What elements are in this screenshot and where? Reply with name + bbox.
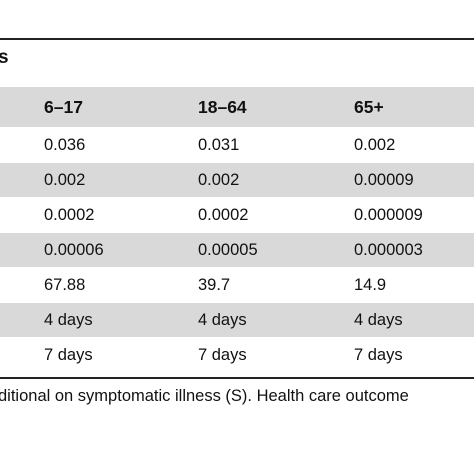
table-cell: 0.0002	[198, 205, 249, 224]
table-cell: 0.000009	[354, 205, 423, 224]
table-cell: 7 days	[354, 345, 403, 364]
table-cell: 14.9	[354, 275, 387, 294]
table-cell: 0.036	[44, 135, 86, 154]
table-cell: 0.00005	[198, 240, 258, 259]
table-cell: 7 days	[44, 345, 93, 364]
table-cell: 4 days	[354, 310, 403, 329]
table-cell: 0.002	[354, 135, 396, 154]
table-row: 0.036 0.031 0.002	[0, 127, 474, 162]
table-cell: 0.031	[198, 135, 240, 154]
table-row: 4 days 4 days 4 days	[0, 302, 474, 337]
table-cell: 0.002	[198, 170, 240, 189]
column-header-18-64: 18–64	[198, 96, 247, 117]
table-cell: 7 days	[198, 345, 247, 364]
table-row: 0.002 0.002 0.00009	[0, 162, 474, 197]
column-header-6-17: 6–17	[44, 96, 83, 117]
table-row: 67.88 39.7 14.9	[0, 267, 474, 302]
table-header-row: 6–17 18–64 65+	[0, 86, 474, 127]
table-cell: 0.002	[44, 170, 86, 189]
table-top-rule	[0, 38, 474, 40]
table-cell: 0.00006	[44, 240, 104, 259]
table-section-label: s	[0, 47, 9, 68]
table-cell: 39.7	[198, 275, 231, 294]
table-row: 7 days 7 days 7 days	[0, 337, 474, 372]
table-row: 0.00006 0.00005 0.000003	[0, 232, 474, 267]
table-row: 0.0002 0.0002 0.000009	[0, 197, 474, 232]
table-cell: 0.00009	[354, 170, 414, 189]
column-header-65-plus: 65+	[354, 96, 384, 117]
table-bottom-rule	[0, 377, 474, 379]
table-footnote: ditional on symptomatic illness (S). Hea…	[0, 387, 409, 405]
data-table: 6–17 18–64 65+ 0.036 0.031 0.002 0.002 0…	[0, 86, 474, 372]
table-cell: 0.000003	[354, 240, 423, 259]
table-cell: 0.0002	[44, 205, 95, 224]
table-cell: 4 days	[44, 310, 93, 329]
table-cell: 4 days	[198, 310, 247, 329]
table-cell: 67.88	[44, 275, 86, 294]
